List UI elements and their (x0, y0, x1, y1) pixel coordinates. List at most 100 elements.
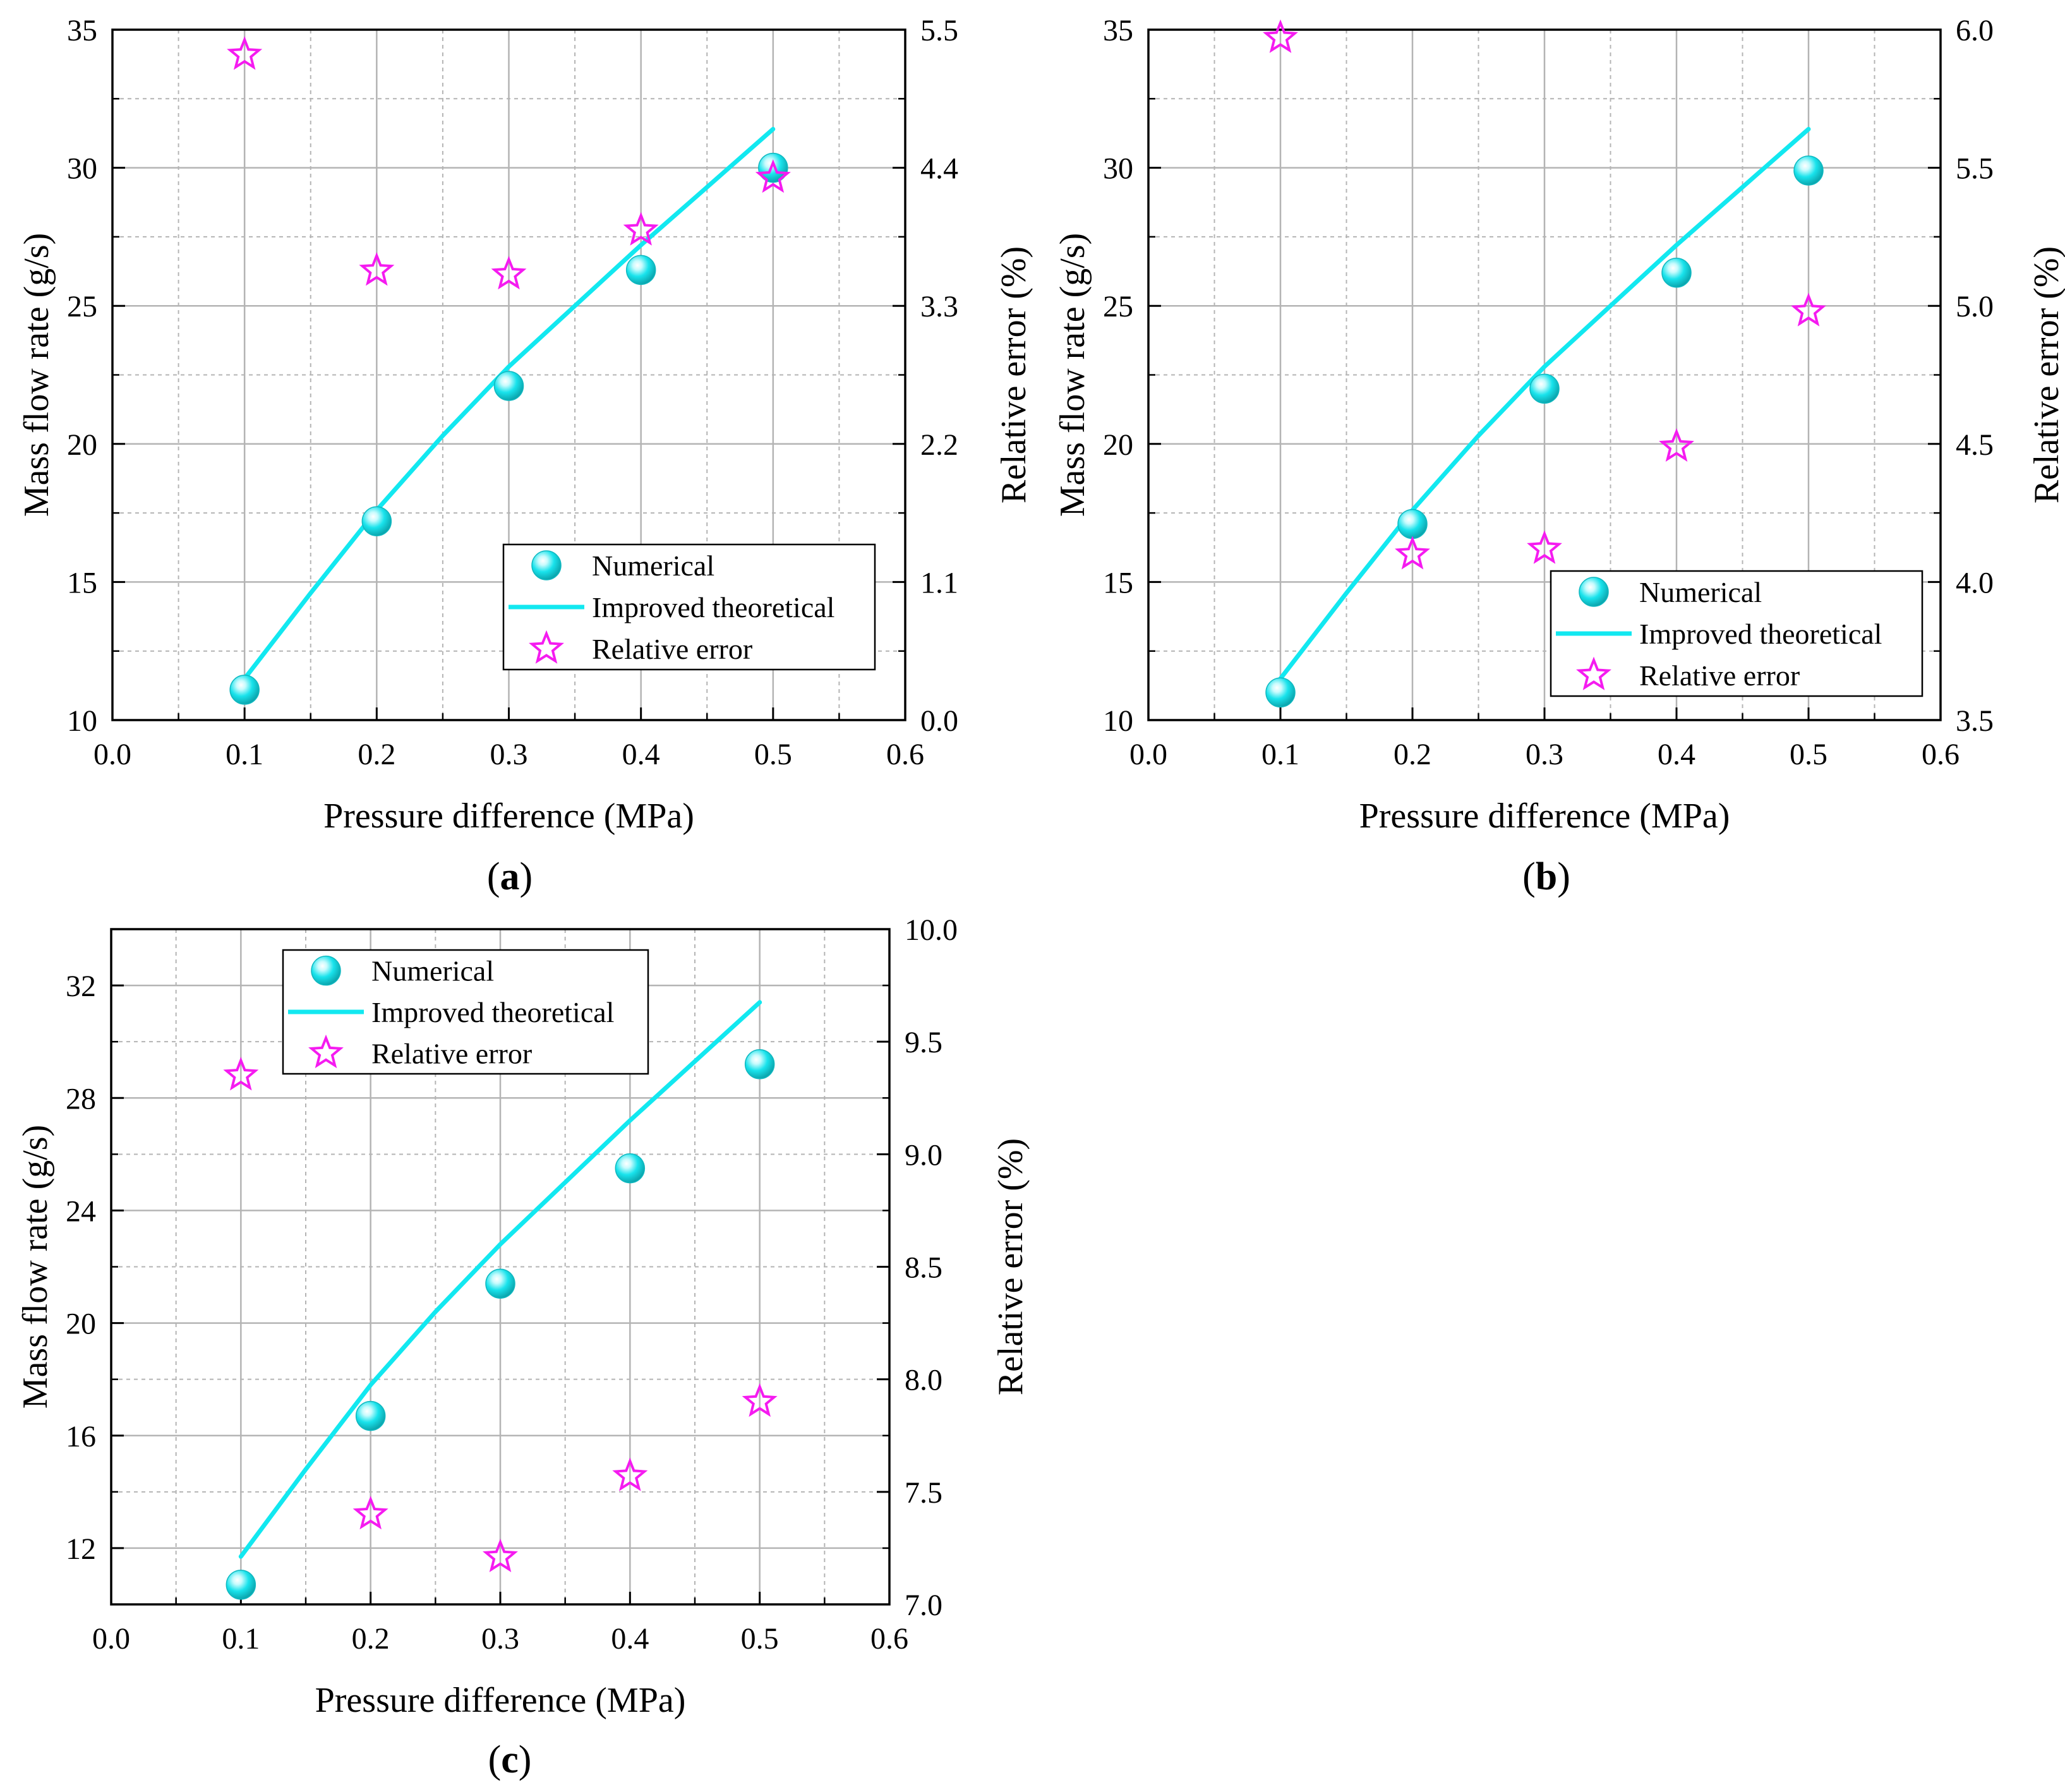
chart-c-numerical-point (485, 1268, 515, 1299)
chart-a-numerical-point (229, 675, 260, 705)
chart-c-legend: Numerical Improved theoretical Relative er… (282, 949, 649, 1075)
chart-a-series (227, 36, 791, 705)
chart-c-xtick-label: 0.1 (222, 1622, 260, 1656)
chart-b-legend-numerical-icon (1579, 577, 1609, 607)
chart-c-ytick-label: 24 (66, 1194, 96, 1228)
chart-b-error-point (1395, 536, 1430, 570)
chart-b-legend-error-icon (1576, 656, 1611, 690)
chart-b-error-point (1659, 428, 1694, 462)
chart-b-ytick-label: 35 (1103, 14, 1133, 47)
chart-a-xtick-label: 0.6 (886, 738, 924, 771)
chart-b-xlabel: Pressure difference (MPa) (1359, 797, 1730, 836)
chart-b-error-point (1263, 19, 1298, 53)
chart-a-xtick-label: 0.1 (226, 738, 263, 771)
chart-a-theory-line (242, 126, 776, 681)
panel-c: 0.0 0.1 0.2 0.3 0.4 0.5 0.6 12 16 20 24 28 32 7.0 7.5 8… (16, 913, 1030, 1720)
chart-c-legend-box (282, 949, 649, 1075)
chart-a-numerical-point (493, 371, 524, 401)
chart-b-numerical-point (1397, 508, 1428, 539)
chart-a-error-point (359, 252, 395, 286)
chart-c-error-point (483, 1538, 518, 1572)
chart-c-xtick-label: 0.0 (92, 1622, 130, 1656)
chart-c-xtick-label: 0.2 (352, 1622, 390, 1656)
chart-b-error-point (1527, 530, 1562, 564)
chart-c-xtick-label: 0.4 (611, 1622, 649, 1656)
chart-b-ytick-label: 10 (1103, 704, 1133, 738)
chart-c-legend-error-icon (308, 1034, 344, 1069)
chart-b-theory-line (1278, 126, 1811, 681)
chart-b-ytick-label: 30 (1103, 152, 1133, 186)
chart-c-numerical-point (226, 1570, 256, 1600)
chart-b-xtick-label: 0.1 (1261, 738, 1299, 771)
chart-c-xtick-label: 0.6 (870, 1622, 908, 1656)
chart-c-xlabel: Pressure difference (MPa) (315, 1681, 686, 1720)
chart-b-xtick-label: 0.5 (1790, 738, 1827, 771)
chart-c-series (223, 1000, 778, 1600)
chart-b-ytick-label: 20 (1103, 428, 1133, 462)
chart-a-y2tick-label: 0.0 (920, 704, 958, 738)
chart-c-numerical-point (744, 1049, 775, 1079)
chart-a-ticks: 0.0 0.1 0.2 0.3 0.4 0.5 0.6 10 15 20 25 30 35 0.0 1.1 2… (67, 14, 958, 771)
chart-a-ytick-label: 20 (67, 428, 97, 462)
chart-b-error-point (1791, 292, 1826, 327)
chart-a-error-point (491, 256, 527, 290)
chart-b-y2tick-label: 4.0 (1956, 566, 1994, 599)
chart-a-legend-label: Improved theoretical (592, 591, 834, 623)
chart-c-error-point (742, 1383, 778, 1417)
chart-a-y2tick-label: 2.2 (920, 428, 958, 462)
chart-a-ytick-label: 10 (67, 704, 97, 738)
chart-c-legend-numerical-icon (311, 955, 341, 986)
chart-b-y2tick-label: 4.5 (1956, 428, 1994, 462)
chart-c-ytick-label: 16 (66, 1420, 96, 1453)
chart-c-y2label: Relative error (%) (991, 1138, 1030, 1395)
chart-a-numerical-point (758, 152, 788, 183)
chart-c-legend-label: Relative error (371, 1037, 532, 1069)
chart-c-y2tick-label: 9.0 (905, 1138, 942, 1172)
chart-a-numerical-point (625, 255, 656, 286)
chart-c-ticks: 0.0 0.1 0.2 0.3 0.4 0.5 0.6 12 16 20 24 28 32 7.0 7.5 8… (66, 913, 958, 1656)
chart-c-error-point (612, 1457, 648, 1491)
chart-a-legend-error-icon (529, 630, 564, 664)
chart-c-ytick-label: 12 (66, 1532, 96, 1566)
chart-c-error-point (223, 1057, 259, 1091)
chart-c-ytick-label: 28 (66, 1082, 96, 1115)
chart-b-xtick-label: 0.2 (1394, 738, 1431, 771)
chart-b-xtick-label: 0.6 (1922, 738, 1960, 771)
chart-b-series (1263, 19, 1826, 708)
chart-c-error-point (352, 1496, 388, 1530)
chart-b-legend: Numerical Improved theoretical Relative er… (1550, 570, 1924, 697)
chart-c-theory-line (238, 1000, 762, 1559)
chart-b-numerical-point (1661, 257, 1692, 288)
chart-c-y2tick-label: 7.5 (905, 1476, 942, 1510)
chart-a-error-point (227, 36, 263, 70)
chart-a-xtick-label: 0.4 (622, 738, 660, 771)
chart-a-xtick-label: 0.3 (490, 738, 528, 771)
chart-b-ticks: 0.0 0.1 0.2 0.3 0.4 0.5 0.6 10 15 20 25 30 35 3.5 4.0 4… (1103, 14, 1994, 771)
panel-label-a: (a) (487, 855, 533, 898)
chart-a-y2tick-label: 3.3 (920, 290, 958, 323)
chart-c-legend-label: Improved theoretical (371, 996, 614, 1028)
chart-c-y2tick-label: 10.0 (905, 913, 958, 947)
panel-label-c: (c) (488, 1738, 532, 1781)
chart-a-error-point (755, 159, 791, 193)
chart-a-ytick-label: 25 (67, 290, 97, 323)
chart-a-xlabel: Pressure difference (MPa) (323, 797, 694, 836)
chart-c-ytick-label: 20 (66, 1308, 96, 1341)
chart-c-numerical-point (355, 1400, 386, 1431)
chart-c-numerical-point (615, 1153, 646, 1184)
chart-a-y2tick-label: 1.1 (920, 566, 958, 599)
chart-a-legend-label: Relative error (592, 633, 752, 665)
chart-b-y2tick-label: 5.0 (1956, 290, 1994, 323)
chart-b-xtick-label: 0.3 (1526, 738, 1563, 771)
chart-a-ylabel: Mass flow rate (g/s) (17, 233, 56, 517)
chart-a-ytick-label: 15 (67, 566, 97, 599)
chart-b-y2tick-label: 6.0 (1956, 14, 1994, 47)
chart-a-y2tick-label: 4.4 (920, 152, 958, 186)
panel-label-b: (b) (1522, 855, 1570, 898)
chart-c-y2tick-label: 8.0 (905, 1364, 942, 1397)
chart-a-xtick-label: 0.2 (358, 738, 395, 771)
chart-a-xtick-label: 0.5 (754, 738, 792, 771)
chart-b-legend-label: Relative error (1639, 659, 1800, 692)
chart-b-ytick-label: 25 (1103, 290, 1133, 323)
